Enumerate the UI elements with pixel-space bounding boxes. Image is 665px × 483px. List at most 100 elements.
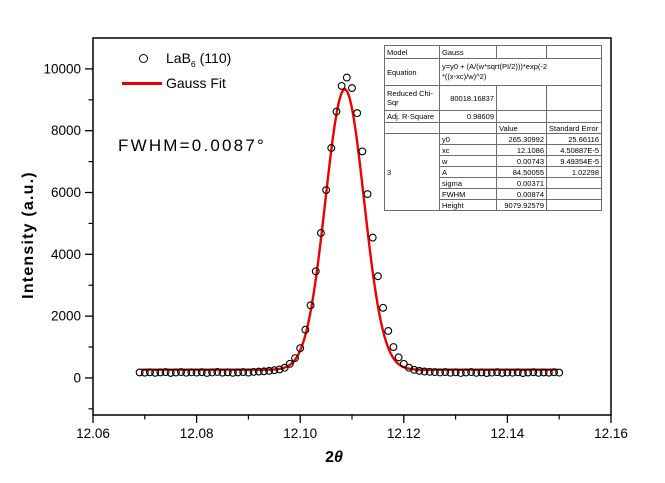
data-point [493, 368, 501, 377]
fit-table-col-header: Value [496, 122, 547, 134]
data-point [177, 368, 186, 376]
data-point [234, 368, 242, 377]
y-tick-label: 8000 [51, 123, 81, 138]
y-tick-label: 4000 [51, 247, 81, 262]
x-tick-label: 12.06 [76, 426, 110, 441]
data-point [430, 368, 439, 377]
fit-table-cell [546, 85, 602, 111]
data-point [156, 368, 165, 377]
data-point [498, 368, 507, 377]
data-point [244, 368, 253, 377]
data-point [358, 147, 367, 156]
fit-line-icon [122, 82, 162, 85]
x-tick-label: 12.08 [180, 426, 214, 441]
data-point [275, 365, 284, 374]
data-point [456, 369, 465, 377]
data-point [420, 367, 429, 376]
data-point [291, 354, 299, 363]
data-point [363, 190, 372, 199]
data-point [171, 368, 180, 377]
fit-table-value: 80018.16837 [439, 85, 497, 111]
data-point [462, 368, 470, 377]
fit-table-cell [496, 45, 547, 59]
data-point [254, 367, 263, 376]
fit-table-cell [546, 110, 602, 123]
data-point [544, 368, 553, 377]
data-point [410, 365, 419, 374]
data-point [332, 107, 341, 116]
data-point [337, 81, 346, 90]
data-point [482, 369, 491, 377]
fit-table-param-stderr: 25.66116 [546, 133, 602, 145]
y-tick-label: 10000 [43, 61, 81, 76]
data-point [550, 368, 558, 377]
scatter-marker-icon [139, 54, 148, 63]
x-tick-label: 12.14 [491, 426, 525, 441]
data-point [192, 368, 201, 377]
x-tick-label: 12.16 [594, 426, 628, 441]
data-point [239, 368, 248, 377]
fit-table-param-value: 0.00371 [496, 177, 547, 189]
data-point [322, 186, 331, 194]
fit-table-param-stderr: 1.02298 [546, 166, 602, 178]
fit-table-param-name: Height [439, 199, 497, 211]
data-point [187, 368, 196, 377]
data-point [555, 368, 564, 377]
fit-table-param-value: 84.50055 [496, 166, 547, 178]
data-point [166, 368, 175, 377]
fit-table-value: 0.98609 [439, 110, 497, 123]
data-point [451, 368, 460, 377]
data-point [384, 327, 393, 335]
y-axis-ticks: 0 2000 4000 6000 8000 10000 [43, 61, 93, 410]
fit-table-cell [384, 122, 440, 134]
x-axis-title: 2θ [308, 449, 360, 467]
data-point [503, 368, 512, 377]
legend-label-fit: Gauss Fit [166, 75, 226, 91]
data-point [353, 109, 362, 118]
data-point [518, 369, 527, 377]
fit-table-param-value: 12.1086 [496, 144, 547, 156]
data-point [265, 366, 274, 375]
data-point [405, 363, 413, 372]
fit-table-cell [546, 45, 602, 59]
fit-table-dataset-label: 3 [384, 133, 440, 211]
fit-table-param-stderr [546, 188, 602, 200]
data-point [394, 353, 403, 362]
x-axis-title-number: 2 [325, 449, 334, 466]
data-point [342, 73, 351, 82]
fit-table-cell [496, 110, 547, 123]
fwhm-annotation: FWHM=0.0087° [118, 136, 266, 155]
data-point [316, 229, 325, 237]
fit-table-param-stderr [546, 199, 602, 211]
x-axis-ticks: 12.06 12.08 12.10 12.12 12.14 12.16 [76, 415, 628, 441]
fit-results-table: Model Gauss Equation y=y0 + (A/(w*sqrt(PI/2… [384, 45, 602, 211]
y-tick-label: 2000 [51, 309, 81, 324]
fit-table-cell [439, 122, 497, 134]
data-point [213, 368, 222, 376]
data-point [249, 367, 258, 376]
data-point [280, 363, 289, 372]
data-point [285, 359, 294, 368]
data-point [399, 359, 408, 368]
x-axis-title-theta: θ [333, 449, 343, 466]
data-point [208, 368, 217, 377]
data-point [223, 368, 232, 377]
fit-table-param-name: w [439, 155, 497, 167]
fit-table-param-value: 0.00743 [496, 155, 547, 167]
data-point [477, 368, 486, 377]
fit-table-param-name: FWHM [439, 188, 497, 200]
fit-table-label: Equation [384, 58, 440, 86]
data-point [270, 366, 279, 375]
data-point [534, 368, 543, 377]
fit-table-param-name: A [439, 166, 497, 178]
y-tick-label: 6000 [51, 185, 81, 200]
legend-label-data-suffix: (110) [195, 50, 232, 66]
data-point [135, 368, 144, 377]
data-point [259, 367, 268, 376]
legend-label-data-sub: 6 [190, 58, 196, 69]
data-point [415, 366, 424, 375]
data-point [446, 368, 455, 377]
fit-table-param-name: y0 [439, 133, 497, 145]
data-point [436, 368, 445, 377]
data-point [348, 84, 356, 93]
